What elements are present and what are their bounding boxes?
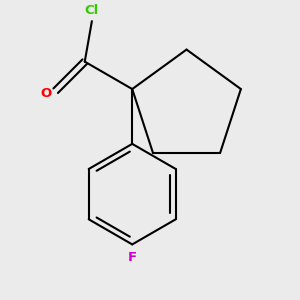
Text: F: F <box>128 251 137 264</box>
Text: Cl: Cl <box>85 4 99 16</box>
Text: O: O <box>41 86 52 100</box>
